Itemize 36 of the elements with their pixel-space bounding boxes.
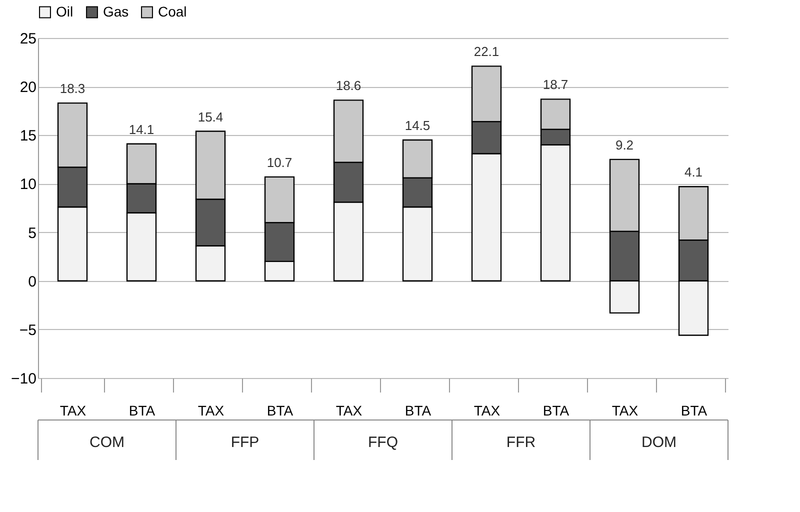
- text: FFR: [506, 434, 536, 451]
- legend-label: Gas: [103, 3, 129, 20]
- x-tick-label: BTA: [542, 402, 570, 418]
- total-label: 15.4: [198, 109, 224, 124]
- text: COM: [90, 434, 124, 451]
- total-label: 22.1: [474, 44, 500, 60]
- total-label: 4.1: [684, 164, 703, 180]
- y-tick-label: −10: [11, 370, 36, 388]
- x-tick-label: BTA: [404, 402, 432, 418]
- y-tick-label: −5: [19, 322, 36, 339]
- y-tick-label: 15: [20, 128, 36, 145]
- x-tick-label: TAX: [198, 402, 225, 418]
- x-tick-label: TAX: [336, 402, 363, 418]
- x-tick-label: TAX: [60, 402, 87, 418]
- y-tick-label: 0: [28, 273, 36, 290]
- total-label: 9.2: [615, 137, 634, 152]
- total-label: 10.7: [266, 154, 292, 170]
- y-tick-label: 5: [28, 224, 36, 242]
- text: DOM: [642, 434, 676, 451]
- y-tick-label: 25: [20, 30, 36, 48]
- total-label: 18.7: [542, 77, 568, 92]
- total-label: 18.3: [60, 81, 86, 96]
- legend-label: Oil: [56, 3, 74, 20]
- total-label: 14.1: [128, 122, 154, 137]
- total-label: 18.6: [336, 78, 362, 94]
- y-tick-label: 20: [20, 79, 36, 96]
- text: FFP: [230, 434, 260, 451]
- x-tick-label: TAX: [612, 402, 639, 418]
- x-tick-label: BTA: [680, 402, 708, 418]
- x-tick-label: TAX: [474, 402, 501, 418]
- legend-label: Coal: [158, 3, 187, 20]
- x-tick-label: BTA: [266, 402, 294, 418]
- y-tick-label: 10: [20, 176, 36, 194]
- x-tick-label: BTA: [128, 402, 156, 418]
- text: FFQ: [368, 434, 398, 451]
- total-label: 14.5: [404, 118, 430, 133]
